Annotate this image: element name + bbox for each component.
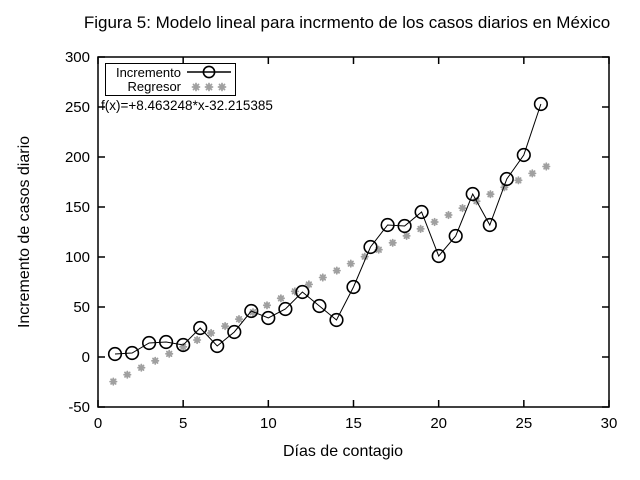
data-point-marker — [516, 147, 531, 163]
y-axis-ticks: -50 0 50 100 150 200 250 300 — [65, 49, 609, 416]
data-point-marker — [414, 204, 429, 220]
data-point-marker — [397, 218, 412, 234]
y-tick-label: 150 — [65, 199, 90, 216]
line-circle-marker-icon — [186, 65, 232, 79]
y-tick-label: 250 — [65, 99, 90, 116]
data-point-marker — [210, 338, 225, 354]
data-point-marker — [278, 301, 293, 317]
y-tick-label: 200 — [65, 149, 90, 166]
y-tick-label: 300 — [65, 49, 90, 66]
y-tick-label: 100 — [65, 249, 90, 266]
y-tick-label: 0 — [82, 349, 90, 366]
legend: Incremento Regresor — [105, 63, 236, 96]
regression-formula-annotation: f(x)=+8.463248*x-32.215385 — [101, 98, 273, 113]
data-point-marker — [244, 303, 259, 319]
data-point-marker — [499, 171, 514, 187]
data-point-marker — [363, 239, 378, 255]
legend-entry-incremento: Incremento — [108, 64, 232, 80]
data-point-marker — [465, 186, 480, 202]
asterisk-markers-icon — [186, 80, 232, 94]
data-point-marker — [448, 228, 463, 244]
data-point-marker — [107, 346, 123, 362]
x-axis-label: Días de contagio — [282, 443, 404, 460]
incremento-points — [107, 96, 549, 362]
regresor-points — [109, 162, 551, 386]
data-point-marker — [176, 337, 191, 353]
x-tick-label: 10 — [260, 415, 277, 432]
data-point-marker — [142, 335, 157, 351]
x-tick-label: 20 — [430, 415, 447, 432]
data-point-marker — [380, 217, 395, 233]
data-point-marker — [533, 96, 549, 112]
data-point-marker — [125, 345, 140, 361]
data-point-marker — [312, 298, 327, 314]
data-point-marker — [227, 324, 242, 340]
data-point-marker — [261, 310, 276, 326]
y-tick-label: -50 — [68, 399, 90, 416]
data-point-marker — [295, 284, 310, 300]
chart-title: Figura 5: Modelo lineal para incrmento d… — [83, 13, 611, 32]
legend-entry-regresor: Regresor — [108, 79, 232, 95]
x-tick-label: 30 — [601, 415, 618, 432]
legend-label-incremento: Incremento — [115, 64, 181, 80]
data-point-marker — [329, 312, 344, 328]
x-tick-label: 15 — [345, 415, 362, 432]
data-point-marker — [431, 248, 446, 264]
data-point-marker — [193, 320, 208, 336]
legend-label-regresor: Regresor — [127, 79, 181, 95]
x-tick-label: 0 — [94, 415, 102, 432]
x-axis-ticks: 0 5 10 15 20 25 30 — [94, 57, 618, 432]
x-tick-label: 25 — [515, 415, 532, 432]
incremento-line — [114, 103, 542, 355]
data-point-marker — [482, 217, 497, 233]
data-point-marker — [346, 279, 361, 295]
data-point-marker — [159, 334, 174, 350]
x-tick-label: 5 — [179, 415, 187, 432]
y-tick-label: 50 — [73, 299, 90, 316]
